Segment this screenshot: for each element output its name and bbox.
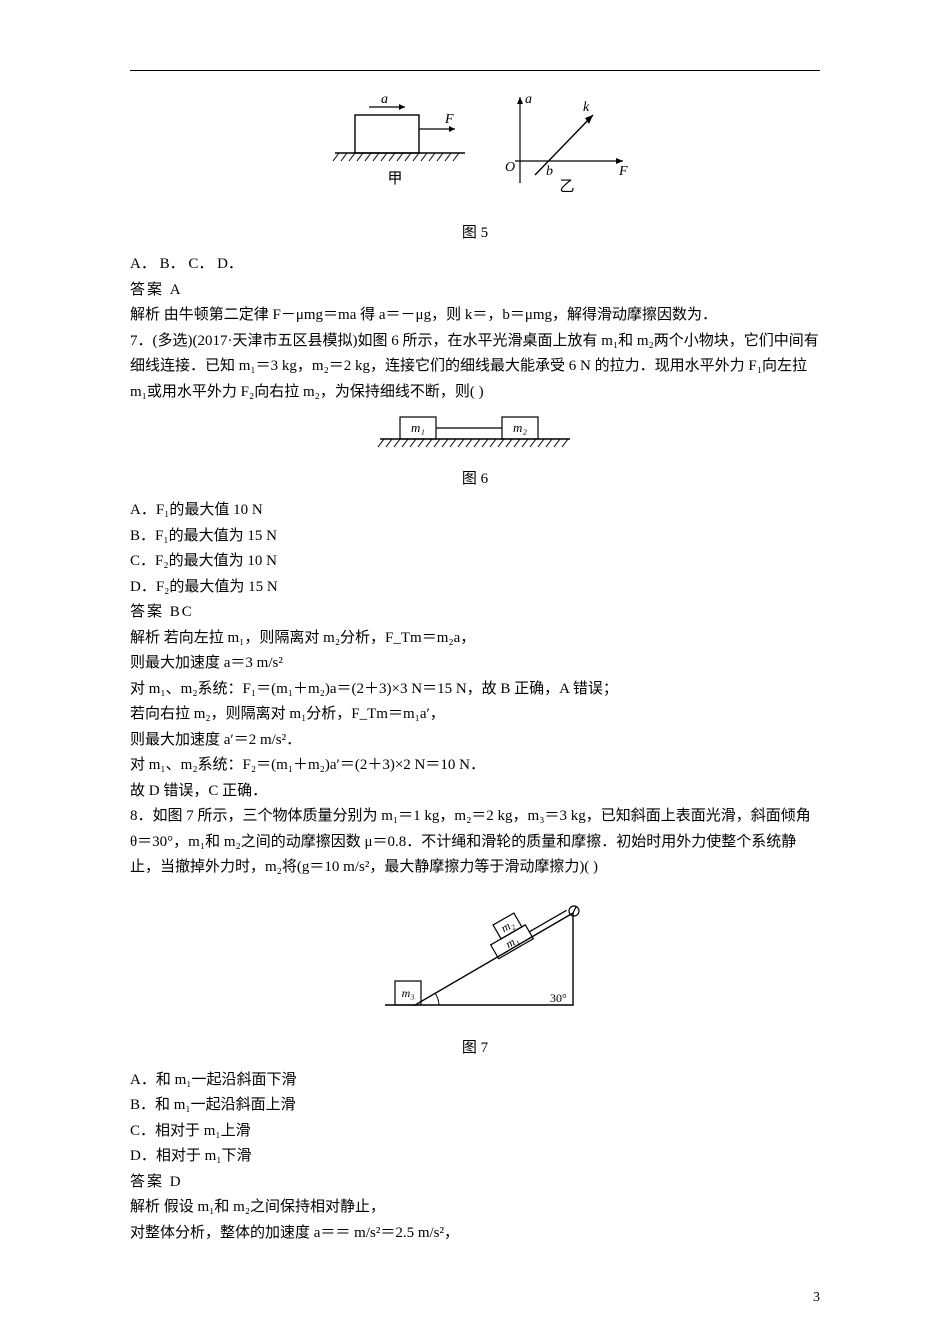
q8-option-A: A．和 m₁一起沿斜面下滑	[130, 1068, 820, 1094]
fig6-m2: m₂	[513, 420, 527, 435]
q7-option-B: B．F₁的最大值为 15 N	[130, 524, 820, 550]
page-number: 3	[813, 1286, 820, 1310]
figure-7-svg: 30° m₁ m₂ m₃	[355, 887, 595, 1027]
fig7-m1: m₁	[503, 932, 521, 951]
q8-option-D: D．相对于 m₁下滑	[130, 1144, 820, 1170]
figure-5-svg: a F	[305, 91, 645, 211]
q7-option-C: C．F₂的最大值为 10 N	[130, 549, 820, 575]
q6-options: A． B． C． D．	[130, 252, 820, 278]
fig5-left-label: 甲	[387, 171, 402, 187]
q8-explain-1: 解析 假设 m₁和 m₂之间保持相对静止，	[130, 1195, 820, 1221]
q7-option-D: D．F₂的最大值为 15 N	[130, 575, 820, 601]
figure-5: a F	[130, 91, 820, 246]
fig5-O: O	[505, 160, 515, 175]
fig7-angle: 30°	[550, 991, 567, 1005]
fig6-m1: m₁	[411, 420, 425, 435]
fig5-a-label: a	[381, 92, 388, 107]
fig5-b: b	[546, 164, 553, 179]
q8-option-C: C．相对于 m₁上滑	[130, 1119, 820, 1145]
q6-explain: 解析 由牛顿第二定律 F－μmg＝ma 得 a＝－μg，则 k＝，b＝μmg，解…	[130, 303, 820, 329]
figure-6: m₁ m₂	[130, 411, 820, 492]
page: a F	[0, 0, 950, 1344]
q7-explain-7: 故 D 错误，C 正确．	[130, 779, 820, 805]
fig5-F-axis: F	[618, 164, 628, 179]
q6-answer: 答案 A	[130, 278, 820, 304]
fig5-a-axis: a	[525, 92, 532, 107]
q7-stem: 7．(多选)(2017·天津市五区县模拟)如图 6 所示，在水平光滑桌面上放有 …	[130, 329, 820, 406]
q7-option-A: A．F₁的最大值 10 N	[130, 498, 820, 524]
q7-explain-2: 则最大加速度 a＝3 m/s²	[130, 651, 820, 677]
figure-6-svg: m₁ m₂	[370, 411, 580, 457]
figure-7: 30° m₁ m₂ m₃ 图 7	[130, 887, 820, 1062]
fig5-right-label: 乙	[559, 179, 574, 195]
q8-stem: 8．如图 7 所示，三个物体质量分别为 m₁＝1 kg，m₂＝2 kg，m₃＝3…	[130, 804, 820, 881]
fig5-F-left: F	[444, 112, 454, 127]
q7-explain-6: 对 m₁、m₂系统：F₂＝(m₁＋m₂)a′＝(2＋3)×2 N＝10 N．	[130, 753, 820, 779]
figure-6-caption: 图 6	[130, 467, 820, 493]
q7-explain-4: 若向右拉 m₂，则隔离对 m₁分析，F_Tm＝m₁a′，	[130, 702, 820, 728]
fig5-k: k	[583, 100, 590, 115]
q7-answer: 答案 BC	[130, 600, 820, 626]
q8-explain-2: 对整体分析，整体的加速度 a＝＝ m/s²＝2.5 m/s²，	[130, 1221, 820, 1247]
q7-explain-1: 解析 若向左拉 m₁，则隔离对 m₂分析，F_Tm＝m₂a，	[130, 626, 820, 652]
fig7-m3: m₃	[402, 986, 415, 1000]
q8-option-B: B．和 m₁一起沿斜面上滑	[130, 1093, 820, 1119]
top-rule	[130, 70, 820, 71]
figure-7-caption: 图 7	[130, 1036, 820, 1062]
q7-explain-3: 对 m₁、m₂系统：F₁＝(m₁＋m₂)a＝(2＋3)×3 N＝15 N，故 B…	[130, 677, 820, 703]
q8-answer: 答案 D	[130, 1170, 820, 1196]
figure-5-caption: 图 5	[130, 221, 820, 247]
q7-explain-5: 则最大加速度 a′＝2 m/s²．	[130, 728, 820, 754]
